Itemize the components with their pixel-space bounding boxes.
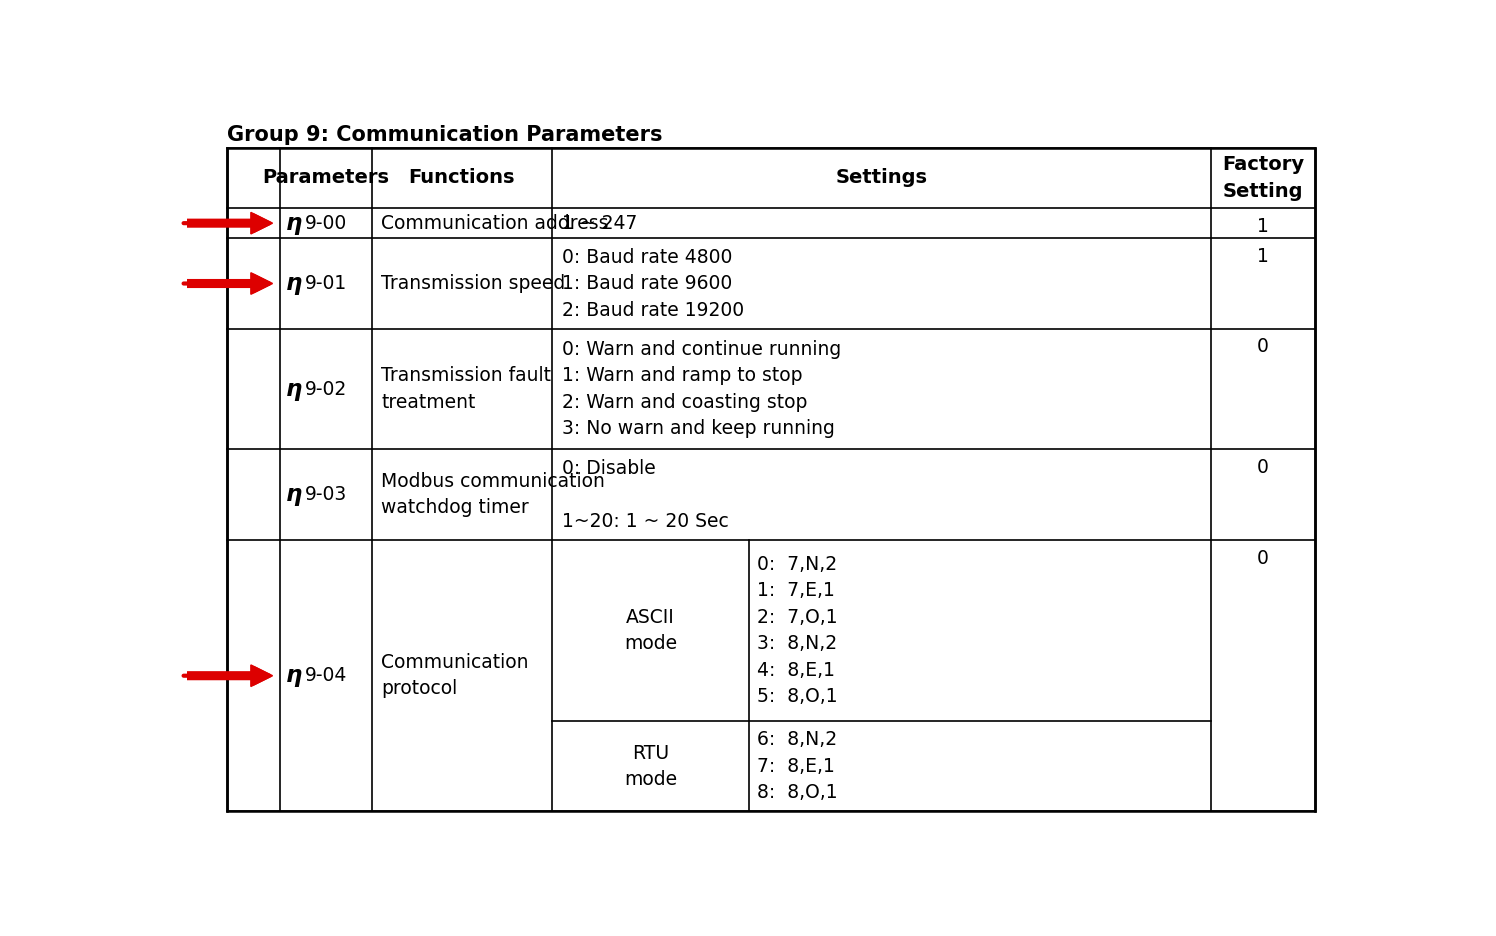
Text: Parameters: Parameters xyxy=(262,168,389,187)
Text: ƞ: ƞ xyxy=(286,483,302,506)
Text: 6:  8,N,2
7:  8,E,1
8:  8,O,1: 6: 8,N,2 7: 8,E,1 8: 8,O,1 xyxy=(757,730,838,802)
Text: 0: 0 xyxy=(1257,458,1269,477)
Text: ƞ: ƞ xyxy=(286,212,302,235)
Text: ƞ: ƞ xyxy=(286,665,302,687)
Text: 0: 0 xyxy=(1257,337,1269,357)
Text: Factory
Setting: Factory Setting xyxy=(1222,155,1305,200)
Text: 1 ~ 247: 1 ~ 247 xyxy=(562,213,637,233)
Text: ƞ: ƞ xyxy=(286,377,302,401)
FancyArrow shape xyxy=(181,212,272,234)
Text: 9-02: 9-02 xyxy=(305,380,347,399)
Text: 0: Disable

1~20: 1 ~ 20 Sec: 0: Disable 1~20: 1 ~ 20 Sec xyxy=(562,459,729,531)
Text: 0:  7,N,2
1:  7,E,1
2:  7,O,1
3:  8,N,2
4:  8,E,1
5:  8,O,1: 0: 7,N,2 1: 7,E,1 2: 7,O,1 3: 8,N,2 4: 8… xyxy=(757,555,838,707)
Text: 9-00: 9-00 xyxy=(305,213,347,233)
Text: 0: 0 xyxy=(1257,548,1269,567)
Text: Transmission fault
treatment: Transmission fault treatment xyxy=(381,366,552,412)
Text: Modbus communication
watchdog timer: Modbus communication watchdog timer xyxy=(381,472,606,518)
Text: Communication
protocol: Communication protocol xyxy=(381,653,528,698)
Text: Functions: Functions xyxy=(408,168,515,187)
Text: Settings: Settings xyxy=(835,168,928,187)
Text: Group 9: Communication Parameters: Group 9: Communication Parameters xyxy=(227,124,663,145)
Text: 0: Baud rate 4800
1: Baud rate 9600
2: Baud rate 19200: 0: Baud rate 4800 1: Baud rate 9600 2: B… xyxy=(562,247,745,319)
Text: 1: 1 xyxy=(1257,216,1269,236)
FancyArrow shape xyxy=(181,272,272,294)
Text: Transmission speed: Transmission speed xyxy=(381,274,565,293)
Text: 9-01: 9-01 xyxy=(305,274,347,293)
Text: RTU
mode: RTU mode xyxy=(624,743,678,789)
Text: 0: Warn and continue running
1: Warn and ramp to stop
2: Warn and coasting stop
: 0: Warn and continue running 1: Warn and… xyxy=(562,340,842,438)
Text: 9-03: 9-03 xyxy=(305,485,347,505)
Text: Communication address: Communication address xyxy=(381,213,609,233)
Text: 1: 1 xyxy=(1257,247,1269,266)
Text: 9-04: 9-04 xyxy=(305,666,347,685)
FancyArrow shape xyxy=(181,665,272,686)
Text: ASCII
mode: ASCII mode xyxy=(624,607,678,653)
Text: ƞ: ƞ xyxy=(286,272,302,295)
